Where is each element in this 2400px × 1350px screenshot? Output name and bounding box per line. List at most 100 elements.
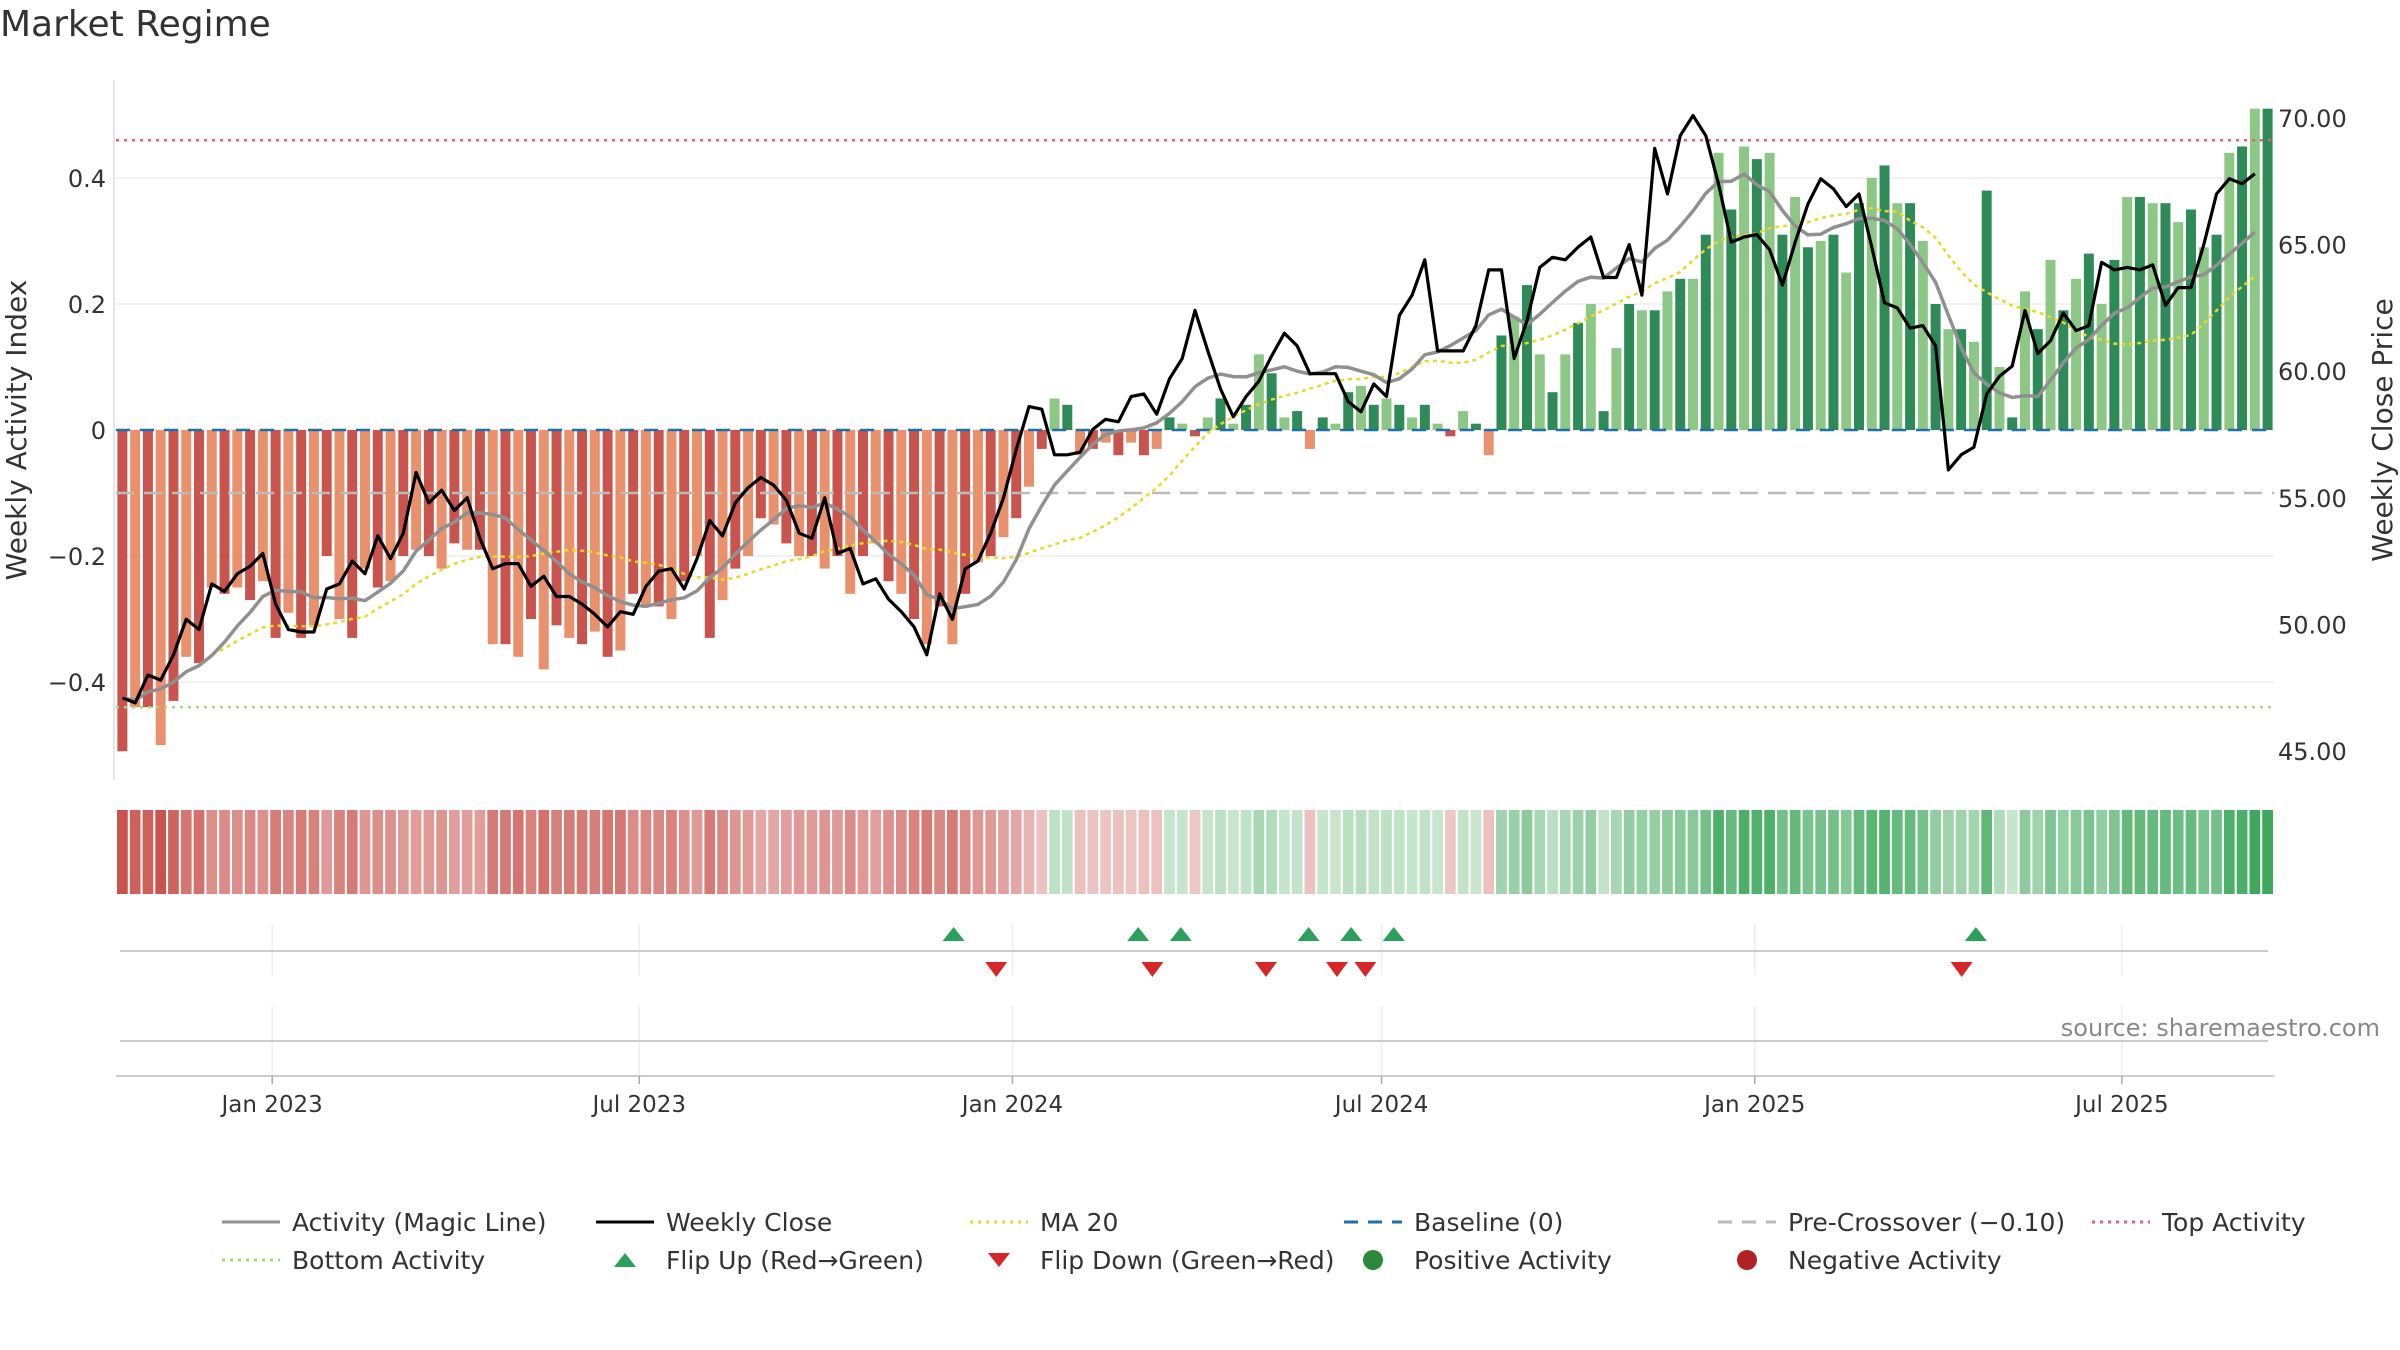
legend-item: Flip Up (Red→Green) (594, 1243, 924, 1277)
activity-bar (1688, 278, 1698, 430)
regime-strip-cell (793, 810, 805, 894)
regime-strip-cell (2083, 810, 2095, 894)
regime-strip-cell (385, 810, 396, 894)
regime-strip-cell (1253, 810, 1265, 894)
regime-strip-cell (1125, 810, 1137, 894)
activity-bar (1317, 417, 1328, 430)
regime-strip-cell (1138, 810, 1150, 894)
regime-strip-cell (1713, 810, 1724, 894)
regime-strip-cell (1445, 810, 1456, 894)
regime-strip-cell (1304, 810, 1316, 894)
regime-strip-cell (921, 810, 933, 894)
activity-bar (947, 430, 958, 645)
regime-strip-cell (959, 810, 971, 894)
activity-bar (1866, 178, 1877, 430)
regime-strip-cell (1891, 810, 1903, 894)
activity-bar (1713, 152, 1724, 431)
left-tick-label: −0.2 (48, 543, 106, 571)
activity-bar (1624, 304, 1635, 430)
regime-strip-cell (1866, 810, 1878, 894)
regime-strip-cell (1751, 810, 1763, 894)
activity-bar (1854, 203, 1864, 430)
legend-label: Flip Up (Red→Green) (666, 1245, 924, 1275)
left-tick-label: −0.4 (48, 669, 106, 697)
regime-strip-cell (2134, 810, 2146, 894)
activity-bar (2032, 329, 2043, 430)
activity-bar (1726, 209, 1737, 430)
regime-strip-cell (985, 810, 997, 894)
activity-bar (1215, 398, 1226, 430)
activity-bar (360, 430, 370, 569)
activity-bar (1419, 404, 1430, 430)
activity-bar (666, 430, 677, 619)
activity-bar (781, 430, 792, 544)
activity-bar (1943, 329, 1954, 430)
regime-strip-cell (410, 810, 422, 894)
activity-bar (1330, 423, 1341, 430)
empty-activity-panel (120, 1006, 2268, 1075)
legend-swatch-icon (1716, 1243, 1778, 1277)
regime-strip-cell (2096, 810, 2107, 894)
activity-bar (2160, 203, 2171, 430)
activity-bar (2109, 259, 2120, 430)
activity-bar (347, 430, 358, 638)
flip-markers-panel (120, 924, 2268, 977)
activity-bar (653, 430, 664, 607)
regime-strip-cell (563, 810, 575, 894)
regime-strip-cell (1725, 810, 1737, 894)
activity-bar (1036, 430, 1047, 449)
flip-down-marker (1354, 962, 1377, 977)
activity-bar (806, 430, 817, 556)
regime-strip-cell (819, 810, 831, 894)
activity-bar (1841, 272, 1852, 430)
legend-item: Negative Activity (1716, 1243, 2002, 1277)
activity-bar (679, 430, 690, 582)
activity-bar (1253, 354, 1264, 430)
activity-bar (615, 430, 626, 651)
regime-strip-cell (1700, 810, 1712, 894)
activity-bar (704, 430, 715, 638)
activity-bar (589, 430, 600, 632)
regime-strip-cell (768, 810, 779, 894)
activity-bar (870, 430, 881, 544)
regime-strip-cell (334, 810, 345, 894)
legend-item: Positive Activity (1342, 1243, 1612, 1277)
regime-strip-cell (1687, 810, 1699, 894)
activity-bar (474, 430, 485, 550)
regime-strip-cell (678, 810, 690, 894)
activity-bar (1432, 423, 1443, 430)
regime-strip-cell (2121, 810, 2133, 894)
regime-strip-cell (372, 810, 384, 894)
regime-strip-cell (1023, 810, 1035, 894)
regime-strip-cell (142, 810, 154, 894)
regime-strip-cell (2006, 810, 2018, 894)
regime-strip-cell (627, 810, 639, 894)
regime-strip-cell (1381, 810, 1392, 894)
regime-strip-cell (1215, 810, 1226, 894)
regime-strip-cell (2057, 810, 2069, 894)
activity-bar (155, 430, 166, 745)
activity-bar (2198, 247, 2209, 430)
legend-swatch-icon (1342, 1205, 1404, 1239)
regime-strip-cell (704, 810, 716, 894)
legend-item: Bottom Activity (220, 1243, 485, 1277)
activity-bar (1177, 423, 1188, 430)
regime-strip-cell (2109, 810, 2120, 894)
regime-strip-cell (1176, 810, 1188, 894)
legend-label: Top Activity (2162, 1207, 2306, 1237)
regime-strip-cell (219, 810, 230, 894)
regime-strip-cell (474, 810, 486, 894)
legend-label: Activity (Magic Line) (292, 1207, 547, 1237)
activity-bar (1202, 417, 1213, 430)
regime-strip-cell (1994, 810, 2005, 894)
activity-bar (245, 430, 256, 601)
regime-strip-cell (2223, 810, 2235, 894)
left-tick-label: 0 (91, 417, 106, 445)
right-tick-label: 65.00 (2278, 232, 2347, 260)
x-tick-label: Jul 2024 (1333, 1092, 1429, 1118)
regime-strip-cell (2147, 810, 2159, 894)
activity-bar (142, 430, 153, 708)
activity-bar (2134, 196, 2145, 430)
regime-strip-cell (244, 810, 256, 894)
regime-strip-cell (998, 810, 1009, 894)
